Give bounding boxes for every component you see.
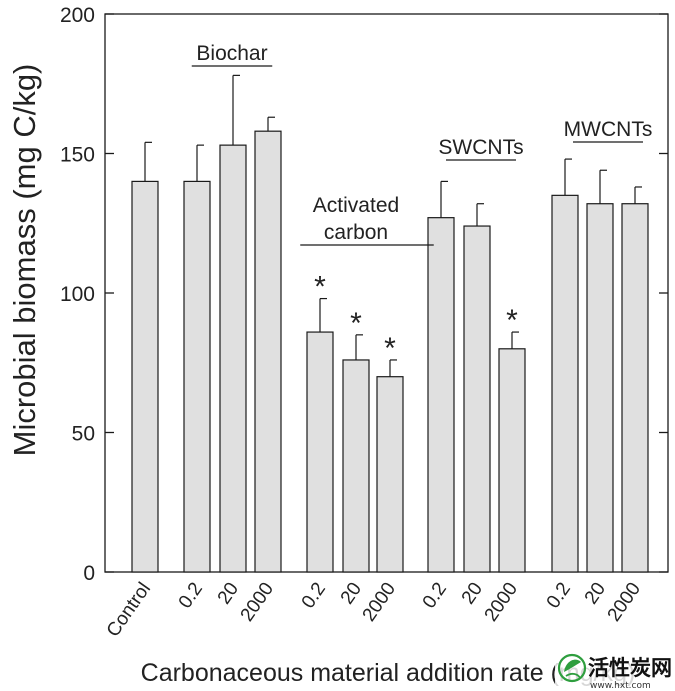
- y-tick-label: 200: [60, 4, 95, 27]
- x-tick-label: 2000: [604, 579, 645, 626]
- x-tick-label: 2000: [237, 579, 278, 626]
- x-tick-label: 2000: [481, 579, 522, 626]
- x-tick-label: Control: [103, 579, 155, 641]
- y-axis: 0 50 100 150 200: [60, 4, 668, 585]
- bar: [586, 203, 614, 573]
- x-tick-label: 20: [214, 579, 243, 608]
- x-axis-title: Carbonaceous material addition rate (mg/…: [141, 659, 636, 687]
- y-tick-label: 150: [60, 144, 95, 167]
- bar: [498, 348, 526, 573]
- bar: [427, 217, 455, 573]
- bar: [551, 194, 579, 573]
- group-label: Biochar: [196, 42, 267, 65]
- x-tick-label: 20: [458, 579, 487, 608]
- significance-marker: *: [384, 332, 396, 365]
- bar: [254, 130, 282, 573]
- bar: [219, 144, 247, 573]
- y-axis-title: Microbial biomass (mg C/kg): [7, 64, 42, 457]
- y-tick-label: 50: [72, 423, 95, 446]
- group-label: Activated: [313, 194, 399, 217]
- x-tick-label: 20: [581, 579, 610, 608]
- group-label: MWCNTs: [564, 118, 653, 141]
- bar: [376, 376, 404, 573]
- watermark-text: 活性炭网: [588, 656, 672, 680]
- bar: [306, 331, 334, 573]
- watermark-url: www.hxt.com: [590, 681, 651, 691]
- x-tick-label: 20: [337, 579, 366, 608]
- significance-marker: *: [314, 271, 326, 304]
- watermark: 活性炭网 www.hxt.com: [555, 648, 675, 691]
- bar: [342, 359, 370, 573]
- x-tick-label: 0.2: [298, 579, 330, 613]
- x-tick-label: 0.2: [419, 579, 451, 613]
- x-tick-label: 2000: [359, 579, 400, 626]
- bar: [183, 180, 211, 573]
- group-label: carbon: [324, 221, 388, 244]
- y-tick-label: 100: [60, 283, 95, 306]
- bar: [463, 225, 491, 573]
- group-label: SWCNTs: [438, 136, 523, 159]
- plot-area: * * * * Biochar Activated carbon SWCNTs MWCNTs: [104, 13, 669, 573]
- bar: [621, 203, 649, 573]
- y-tick-label: 0: [83, 562, 95, 585]
- x-tick-label: 0.2: [175, 579, 207, 613]
- leaf-logo-icon: [557, 653, 587, 683]
- x-tick-label: 0.2: [543, 579, 575, 613]
- bar: [131, 180, 159, 573]
- significance-marker: *: [506, 304, 518, 337]
- significance-marker: *: [350, 307, 362, 340]
